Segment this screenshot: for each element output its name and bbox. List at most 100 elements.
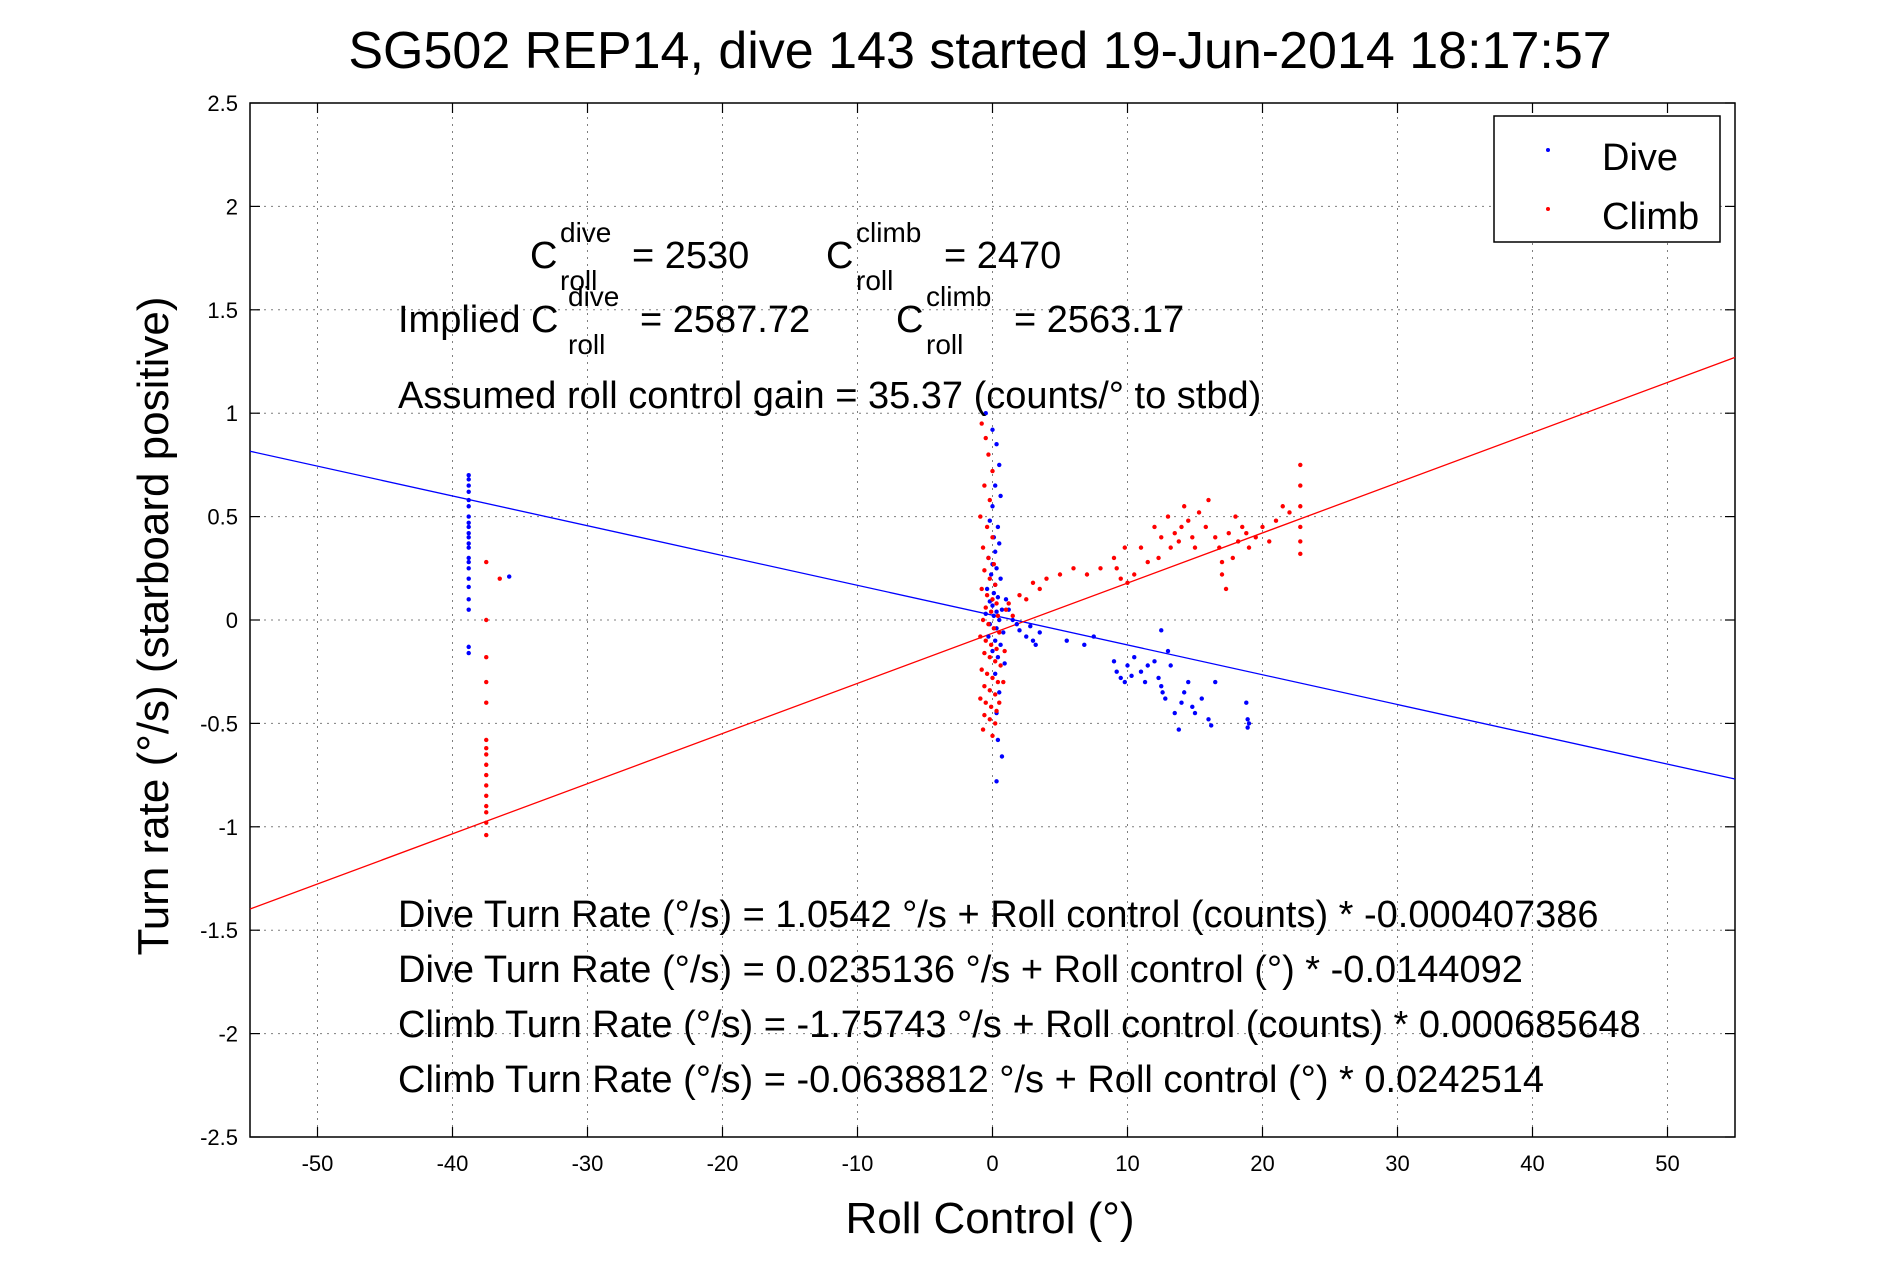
- climb-point: [994, 601, 999, 606]
- climb-point: [991, 626, 997, 631]
- climb-point: [986, 621, 991, 627]
- dive-point: [1156, 675, 1161, 681]
- dive-point: [995, 524, 1001, 530]
- dive-point: [1172, 710, 1177, 716]
- dive-point: [994, 609, 999, 614]
- climb-point: [484, 783, 489, 788]
- climb-point: [1244, 530, 1249, 536]
- climb-point: [997, 700, 1002, 705]
- fit-equations: Dive Turn Rate (°/s) = 1.0542 °/s + Roll…: [398, 894, 1641, 1101]
- x-tick-label: -40: [437, 1151, 469, 1176]
- climb-point: [990, 733, 995, 739]
- climb-point: [1179, 524, 1184, 530]
- climb-point: [1230, 555, 1236, 561]
- climb-point: [484, 700, 489, 705]
- climb-point: [994, 708, 999, 714]
- climb-point: [994, 646, 999, 652]
- dive-point: [466, 473, 471, 478]
- dive-point: [1114, 669, 1119, 674]
- dive-point: [466, 477, 471, 482]
- c-roll-dive-symbol: C: [530, 235, 557, 277]
- climb-point: [1168, 545, 1173, 550]
- dive-point: [1142, 679, 1148, 685]
- x-tick-label: 0: [986, 1151, 998, 1176]
- dive-point: [1024, 634, 1029, 639]
- climb-point: [1001, 679, 1006, 685]
- climb-point: [1192, 545, 1198, 550]
- dive-point: [466, 530, 471, 536]
- climb-point: [1267, 539, 1272, 544]
- legend-box: [1493, 115, 1721, 243]
- dive-point: [997, 541, 1002, 546]
- dive-point: [1159, 628, 1164, 633]
- y-tick-label: 1: [226, 401, 238, 426]
- dive-point: [1244, 700, 1249, 705]
- climb-point: [1298, 462, 1303, 468]
- climb-point: [1057, 572, 1063, 577]
- legend: Dive Climb: [1493, 115, 1721, 243]
- climb-point: [1132, 572, 1137, 577]
- climb-point: [1240, 524, 1245, 530]
- implied-dive-value: = 2587.72: [640, 299, 810, 341]
- dive-point: [984, 586, 990, 592]
- dive-point: [991, 590, 997, 596]
- dive-point: [998, 576, 1003, 581]
- climb-point: [990, 675, 995, 681]
- climb-point: [1186, 518, 1191, 523]
- climb-point: [998, 663, 1003, 668]
- climb-point: [988, 642, 994, 648]
- implied-c-roll-annotation: Implied C dive roll = 2587.72 C climb ro…: [398, 281, 1184, 360]
- climb-point: [484, 752, 489, 757]
- dive-equation-degrees: Dive Turn Rate (°/s) = 0.0235136 °/s + R…: [398, 949, 1523, 991]
- climb-point: [484, 803, 489, 809]
- dive-point: [1186, 679, 1191, 685]
- climb-point: [1287, 510, 1292, 515]
- dive-point: [466, 644, 471, 650]
- legend-dive-marker: [1546, 148, 1550, 152]
- dive-point: [466, 607, 471, 612]
- dive-point: [993, 671, 998, 676]
- climb-point: [1098, 566, 1103, 571]
- climb-point: [1217, 545, 1222, 550]
- dive-point: [1145, 663, 1150, 668]
- dive-point: [983, 611, 988, 616]
- climb-point: [1024, 597, 1029, 602]
- dive-point: [1176, 727, 1182, 732]
- dive-point: [1014, 621, 1019, 627]
- dive-point: [1122, 679, 1128, 685]
- climb-point: [980, 727, 986, 732]
- climb-point: [997, 630, 1002, 635]
- climb-point: [484, 832, 489, 838]
- climb-point: [979, 421, 984, 426]
- dive-point: [990, 504, 995, 509]
- dive-point: [998, 493, 1003, 499]
- climb-point: [1298, 483, 1303, 488]
- data-points: [466, 411, 1303, 838]
- implied-prefix: Implied C: [398, 299, 559, 341]
- climb-point: [484, 559, 489, 565]
- dive-point: [1179, 700, 1184, 705]
- dive-point: [1125, 663, 1130, 668]
- climb-point: [982, 568, 987, 573]
- y-tick-label: 0: [226, 608, 238, 633]
- dive-point: [466, 535, 471, 540]
- climb-point: [978, 514, 983, 519]
- grid-lines: [250, 103, 1735, 1137]
- dive-point: [466, 514, 471, 519]
- dive-point: [990, 648, 995, 654]
- dive-point: [1246, 721, 1252, 726]
- climb-point: [1010, 613, 1015, 619]
- dive-point: [1182, 690, 1187, 695]
- dive-point: [999, 607, 1005, 612]
- chart-title: SG502 REP14, dive 143 started 19-Jun-201…: [348, 22, 1611, 80]
- dive-point: [466, 520, 471, 526]
- climb-point: [1219, 572, 1225, 577]
- climb-point: [993, 582, 998, 588]
- climb-point: [1172, 530, 1177, 536]
- legend-climb-marker: [1546, 207, 1550, 211]
- implied-dive-sup: dive: [568, 281, 619, 312]
- dive-point: [995, 737, 1001, 743]
- y-tick-label: -0.5: [200, 711, 238, 736]
- climb-equation-counts: Climb Turn Rate (°/s) = -1.75743 °/s + R…: [398, 1004, 1641, 1046]
